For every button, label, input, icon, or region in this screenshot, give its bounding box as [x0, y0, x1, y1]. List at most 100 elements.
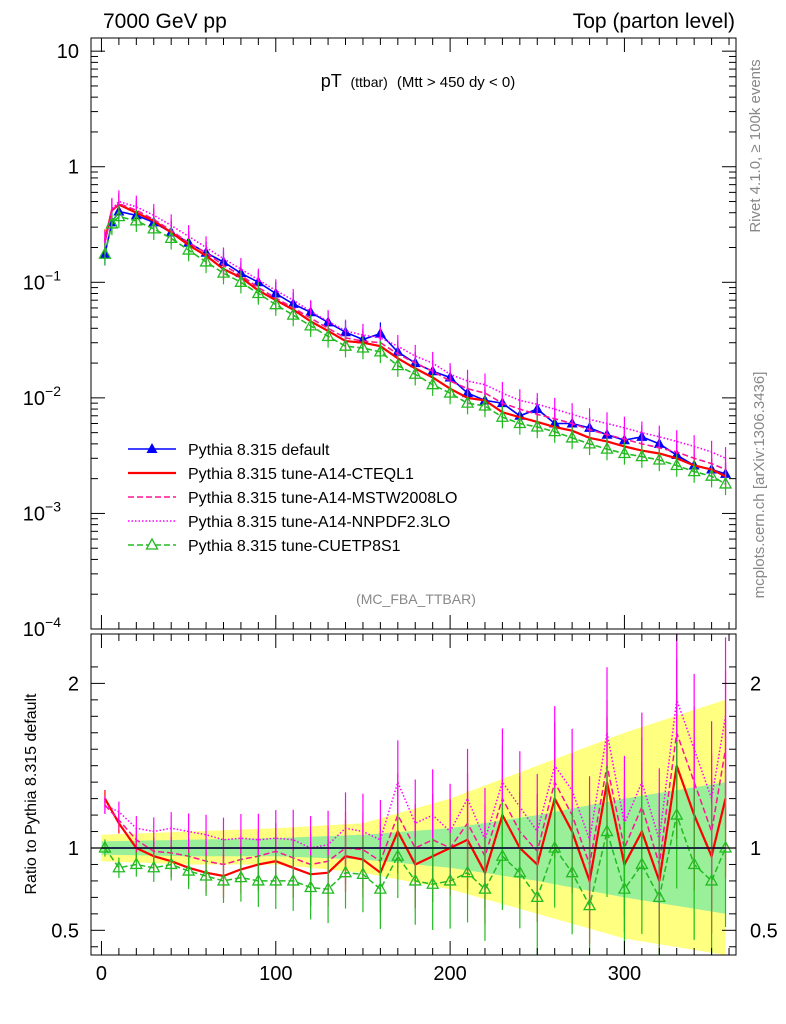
- data-point: [321, 329, 335, 342]
- ratio-point: [356, 866, 370, 879]
- ratio-point: [216, 873, 231, 886]
- data-point: [164, 231, 178, 244]
- plot-title-sub: (ttbar): [350, 74, 387, 90]
- uncertainty-band-1: [101, 699, 726, 955]
- ratio-y-tick-label-right: 2: [750, 673, 761, 695]
- data-point: [408, 366, 422, 379]
- ratio-point: [338, 865, 353, 878]
- legend: Pythia 8.315 default Pythia 8.315 tune-A1…: [128, 442, 457, 555]
- x-tick-label: 0: [96, 963, 107, 985]
- ratio-point: [513, 865, 527, 878]
- plot-title-main: pT: [321, 71, 342, 91]
- x-tick-label: 300: [608, 963, 641, 985]
- y-tick-base: 10: [23, 619, 45, 641]
- ratio-point: [548, 840, 562, 853]
- ratio-frame: [90, 633, 737, 956]
- data-point: [670, 458, 684, 471]
- data-point: [478, 398, 492, 411]
- legend-label: Pythia 8.315 tune-A14-NNPDF2.3LO: [188, 514, 450, 531]
- header-left: 7000 GeV pp: [103, 10, 227, 33]
- series-line-5: [104, 215, 726, 485]
- y-tick-base: 10: [23, 503, 45, 525]
- y-tick-label: 10−3: [23, 498, 61, 525]
- ratio-y-tick-label-right: 0.5: [750, 920, 778, 942]
- ratio-point: [112, 860, 126, 873]
- x-tick-label: 100: [259, 963, 292, 985]
- x-axis-labels: 0 100 200 300: [96, 963, 641, 985]
- y-tick-exponent: −3: [45, 498, 61, 514]
- ratio-point: [600, 824, 614, 837]
- mcplots-credit-label: mcplots.cern.ch [arXiv:1306.3436]: [751, 372, 768, 599]
- data-point: [216, 265, 231, 278]
- ratio-point: [530, 890, 544, 903]
- data-point: [704, 468, 719, 481]
- data-point: [513, 416, 527, 429]
- data-point: [582, 436, 597, 449]
- data-point: [251, 286, 265, 299]
- ratio-point: [718, 840, 733, 853]
- data-point: [98, 246, 112, 259]
- data-point: [112, 209, 126, 222]
- data-point: [460, 395, 475, 408]
- x-tick-label: 200: [433, 963, 466, 985]
- ratio-point: [687, 857, 701, 870]
- plot-title-cut: (Mtt > 450 dy < 0): [397, 74, 515, 91]
- data-point: [234, 274, 248, 287]
- ratio-point: [478, 881, 492, 894]
- data-point: [530, 419, 544, 432]
- ratio-point: [408, 873, 422, 886]
- ratio-point: [426, 876, 440, 889]
- legend-marker: [146, 443, 158, 453]
- data-point: [105, 216, 119, 229]
- ratio-point: [182, 863, 196, 876]
- main-frame: [90, 37, 737, 630]
- data-point: [147, 221, 161, 234]
- data-point: [687, 464, 701, 477]
- header-right: Top (parton level): [573, 10, 735, 33]
- plot-title: pT (ttbar) (Mtt > 450 dy < 0): [321, 71, 515, 91]
- ratio-point: [269, 873, 283, 886]
- main-plot-content: [98, 190, 733, 496]
- rivet-version-label: Rivet 4.1.0, ≥ 100k events: [747, 59, 764, 232]
- data-point: [652, 452, 666, 465]
- y-tick-label: 1: [68, 157, 79, 179]
- ratio-point: [129, 857, 143, 870]
- ratio-point: [460, 865, 475, 878]
- y-tick-label: 10−2: [23, 383, 61, 410]
- data-point: [495, 409, 510, 422]
- ratio-point: [391, 848, 405, 861]
- y-tick-base: 10: [23, 272, 45, 294]
- data-point: [548, 424, 562, 437]
- ratio-point: [635, 857, 649, 870]
- y-tick-base: 10: [23, 388, 45, 410]
- ratio-point: [304, 880, 318, 893]
- legend-label: Pythia 8.315 tune-A14-CTEQL1: [188, 466, 414, 483]
- y-tick-label: 10: [57, 41, 79, 63]
- data-point: [199, 254, 213, 267]
- ratio-point: [234, 870, 248, 883]
- ratio-point: [98, 840, 112, 853]
- series-line-4: [104, 200, 726, 460]
- y-tick-label: 10−4: [23, 614, 61, 641]
- ratio-axes: 0.5 0.5 1 1 2 2: [51, 634, 778, 955]
- ratio-point: [704, 873, 719, 886]
- ratio-point: [495, 848, 510, 861]
- data-point: [373, 344, 387, 357]
- legend-label: Pythia 8.315 tune-CUETP8S1: [188, 538, 401, 555]
- ratio-point: [443, 873, 457, 886]
- data-point: [182, 242, 196, 255]
- ratio-point: [373, 881, 387, 894]
- ratio-point: [164, 857, 178, 870]
- data-point: [304, 318, 318, 331]
- series-line-2: [103, 203, 726, 478]
- ratio-y-tick-label-right: 1: [750, 838, 761, 860]
- data-point: [391, 358, 405, 371]
- ratio-point: [565, 865, 579, 878]
- data-point: [443, 385, 457, 398]
- data-point: [338, 338, 353, 351]
- legend-label: Pythia 8.315 tune-A14-MSTW2008LO: [188, 490, 457, 507]
- ratio-plot-content: [91, 634, 736, 955]
- data-point: [600, 441, 614, 454]
- data-point: [426, 377, 440, 390]
